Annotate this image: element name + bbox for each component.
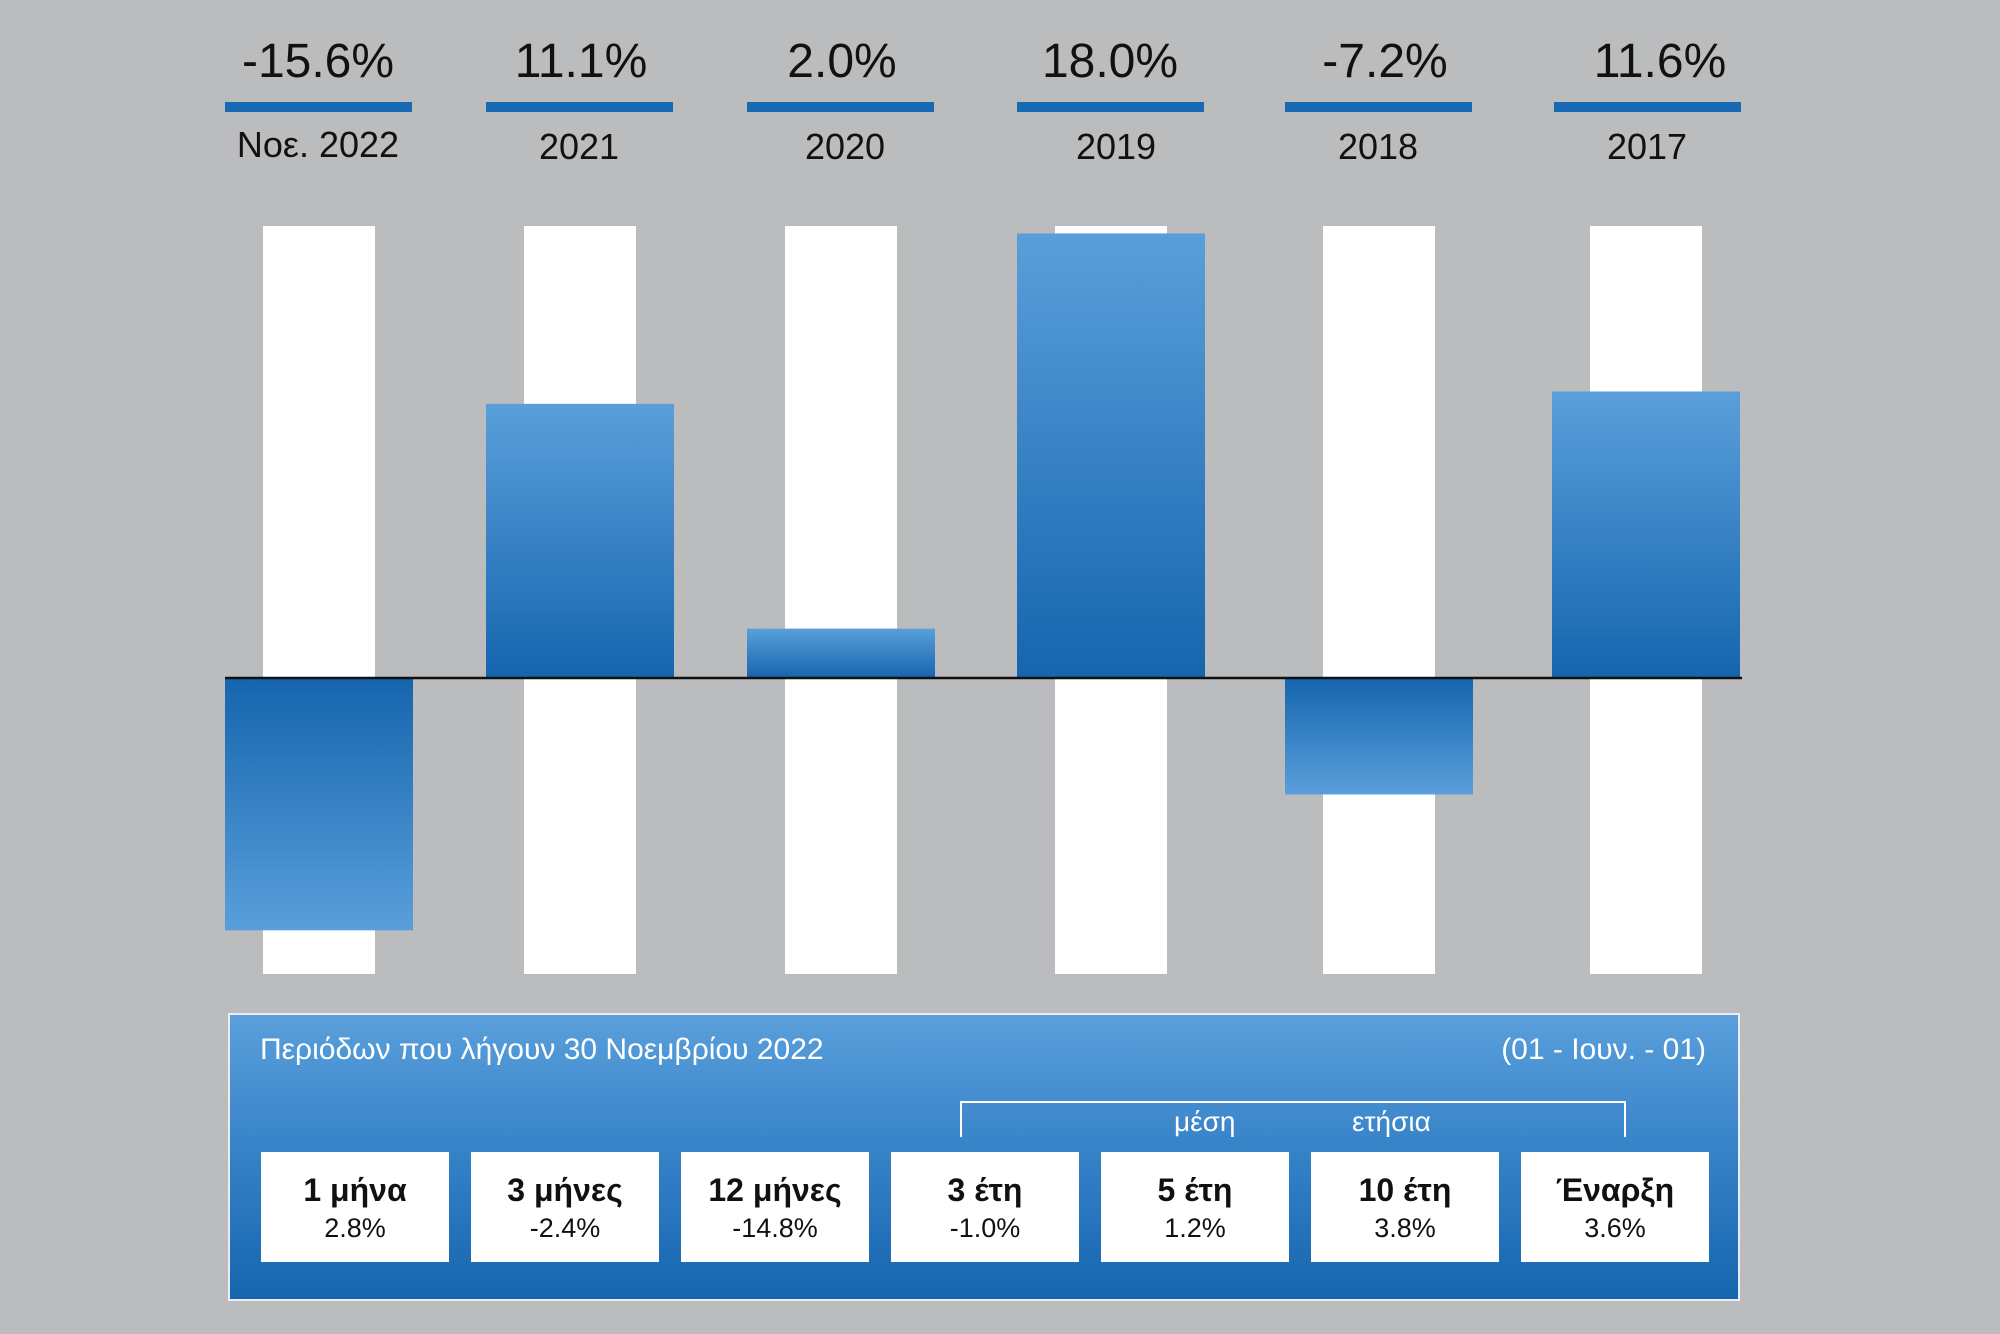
period-label: 10 έτη [1358,1172,1452,1208]
value-underline [747,102,934,112]
period-value: -1.0% [949,1213,1021,1243]
value-underline [1017,102,1204,112]
value-label: -7.2% [1322,35,1448,88]
category-label: 2020 [804,126,886,167]
bar [1552,391,1740,678]
value-underline [486,102,673,112]
period-value: 1.2% [1164,1213,1226,1243]
period-card: 12 μήνες -14.8% [681,1152,869,1262]
period-value: -2.4% [529,1213,601,1243]
period-card: 1 μήνα 2.8% [261,1152,449,1262]
bracket-label-right: ετήσια [1352,1106,1431,1137]
value-label: 11.6% [1593,35,1727,88]
period-card: Έναρξη 3.6% [1521,1152,1709,1262]
value-label: 2.0% [787,35,897,88]
period-label: 5 έτη [1157,1172,1233,1208]
bar [225,678,413,931]
period-value: 3.6% [1584,1213,1646,1243]
value-label: -15.6% [241,35,395,88]
bar-track [785,226,897,974]
bar-chart [225,226,1742,974]
period-card: 10 έτη 3.8% [1311,1152,1499,1262]
bar [747,628,935,678]
panel-range: (01 - Ιουν. - 01) [1501,1033,1706,1066]
bar [486,403,674,678]
period-label: Έναρξη [1555,1172,1675,1208]
period-value: -14.8% [732,1213,818,1243]
period-label: 1 μήνα [303,1172,407,1208]
period-label: 12 μήνες [708,1172,842,1208]
panel-title: Περιόδων που λήγουν 30 Νοεμβρίου 2022 [260,1033,824,1066]
period-card: 5 έτη 1.2% [1101,1152,1289,1262]
bar-track [1323,226,1435,974]
period-label: 3 μήνες [507,1172,623,1208]
value-underline [225,102,412,112]
period-card: 3 μήνες -2.4% [471,1152,659,1262]
bar [1017,233,1205,678]
value-underline [1285,102,1472,112]
value-label: 18.0% [1041,35,1179,88]
period-value: 3.8% [1374,1213,1436,1243]
category-label: 2018 [1337,126,1419,167]
bracket-label-left: μέση [1174,1106,1236,1137]
period-label: 3 έτη [947,1172,1023,1208]
period-value: 2.8% [324,1213,386,1243]
bar [1285,678,1473,795]
value-underline [1554,102,1741,112]
category-label: 2017 [1606,126,1688,167]
period-card: 3 έτη -1.0% [891,1152,1079,1262]
category-label: 2021 [538,126,620,167]
average-bracket [960,1101,1626,1137]
value-label: 11.1% [514,35,648,88]
category-label: 2019 [1075,126,1157,167]
category-label: Νοε. 2022 [236,124,400,165]
